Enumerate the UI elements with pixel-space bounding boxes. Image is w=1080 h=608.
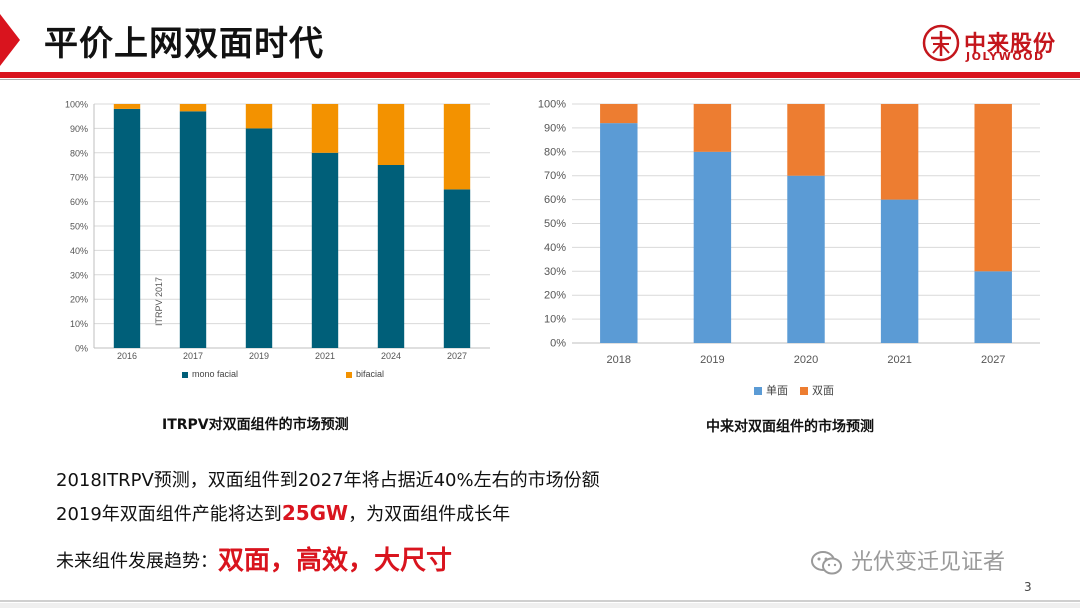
body-line-forecast: 2018ITRPV预测，双面组件到2027年将占据近40%左右的市场份额 [56,470,600,491]
page-number: 3 [1024,580,1032,594]
bar-2021-series-1 [880,104,919,200]
y-tick-label: 30% [70,270,88,280]
x-tick-label: 2019 [700,354,724,366]
y-tick-label: 50% [70,222,88,232]
body-line-capacity: 2019年双面组件产能将达到25GW，为双面组件成长年 [56,500,510,526]
bar-2027-series-0 [974,271,1012,343]
bar-2018-series-0 [600,123,638,344]
page-title: 平价上网双面时代 [44,24,324,64]
x-tick-label: 2027 [447,351,467,361]
bar-2021-series-0 [311,152,339,348]
y-tick-label: 20% [70,295,88,305]
bar-2017-series-1 [179,104,207,112]
chart-annotation: ITRPV 2017 [154,277,164,326]
legend-label: 单面 [766,384,788,397]
capacity-highlight: 25GW [281,501,349,525]
y-tick-label: 40% [70,246,88,256]
logo-seal-icon [922,24,960,62]
x-tick-label: 2017 [183,351,203,361]
y-tick-label: 50% [544,218,566,230]
y-tick-label: 10% [544,314,566,326]
x-tick-label: 2027 [981,354,1005,366]
bar-2019-series-0 [693,151,732,343]
y-tick-label: 70% [544,170,566,182]
x-tick-label: 2018 [607,354,631,366]
bar-2027-series-1 [443,104,471,190]
y-tick-label: 40% [544,242,566,254]
bar-2017-series-0 [179,111,207,348]
x-tick-label: 2021 [315,351,335,361]
bar-2020-series-1 [787,104,825,176]
header-divider-thin [0,79,1080,80]
chart-caption-itrpv: ITRPV对双面组件的市场预测 [162,417,349,433]
footer-divider [0,600,1080,602]
legend-swatch [182,372,188,378]
logo-chinese-name: 中来股份 [964,32,1057,57]
logo-english-name: JOLYWOOD [966,50,1045,63]
legend-label: bifacial [356,369,384,379]
x-tick-label: 2020 [794,354,818,366]
y-tick-label: 60% [70,197,88,207]
y-tick-label: 70% [70,173,88,183]
bar-2016-series-1 [113,104,141,109]
legend-swatch [800,387,808,395]
bar-2021-series-0 [880,199,919,343]
company-logo: 中来股份 JOLYWOOD [922,24,1072,68]
body-line-trend: 未来组件发展趋势：双面，高效，大尺寸 [56,538,453,576]
bar-2019-series-0 [245,128,273,348]
title-accent [0,14,20,66]
x-tick-label: 2019 [249,351,269,361]
y-tick-label: 80% [544,146,566,158]
y-tick-label: 60% [544,194,566,206]
bar-2027-series-1 [974,104,1012,272]
x-tick-label: 2016 [117,351,137,361]
legend-swatch [346,372,352,378]
bar-2027-series-0 [443,189,471,348]
bar-2019-series-1 [245,104,273,129]
y-tick-label: 100% [538,99,566,111]
watermark: 光伏变迁见证者 [810,544,1005,576]
x-tick-label: 2021 [887,354,911,366]
watermark-text: 光伏变迁见证者 [851,550,1006,575]
wechat-icon [811,551,842,575]
trend-highlight: 双面，高效，大尺寸 [218,546,453,576]
chart-caption-jolywood: 中来对双面组件的市场预测 [706,419,874,435]
y-tick-label: 10% [70,319,88,329]
bar-2018-series-1 [600,104,638,124]
bar-2021-series-1 [311,104,339,153]
legend-label: mono facial [192,369,238,379]
capacity-text-post: ，为双面组件成长年 [348,504,511,525]
bar-2020-series-0 [787,175,825,343]
bar-2019-series-1 [693,104,732,152]
legend-swatch [754,387,762,395]
x-tick-label: 2024 [381,351,401,361]
header-divider [0,72,1080,78]
legend-label: 双面 [812,384,834,397]
y-tick-label: 0% [75,344,88,354]
capacity-text-pre: 2019年双面组件产能将达到 [56,504,282,525]
footer-band [0,603,1080,608]
y-tick-label: 90% [544,122,566,134]
y-tick-label: 90% [70,124,88,134]
y-tick-label: 30% [544,266,566,278]
y-tick-label: 80% [70,148,88,158]
bar-2016-series-0 [113,108,141,348]
trend-text-pre: 未来组件发展趋势： [56,551,218,572]
y-tick-label: 100% [65,100,88,110]
y-tick-label: 20% [544,290,566,302]
y-tick-label: 0% [550,338,566,350]
bar-2024-series-1 [377,104,405,165]
bar-2024-series-0 [377,165,405,348]
